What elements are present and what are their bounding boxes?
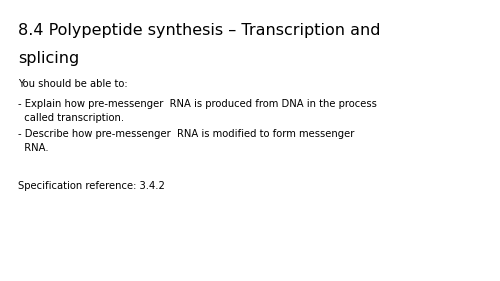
Text: You should be able to:: You should be able to: [18, 79, 128, 89]
Text: splicing: splicing [18, 51, 79, 66]
Text: 8.4 Polypeptide synthesis – Transcription and: 8.4 Polypeptide synthesis – Transcriptio… [18, 23, 380, 38]
Text: called transcription.: called transcription. [18, 113, 124, 123]
Text: - Explain how pre-messenger  RNA is produced from DNA in the process: - Explain how pre-messenger RNA is produ… [18, 99, 377, 109]
Text: RNA.: RNA. [18, 143, 48, 153]
Text: Specification reference: 3.4.2: Specification reference: 3.4.2 [18, 181, 165, 191]
Text: - Describe how pre-messenger  RNA is modified to form messenger: - Describe how pre-messenger RNA is modi… [18, 129, 354, 139]
